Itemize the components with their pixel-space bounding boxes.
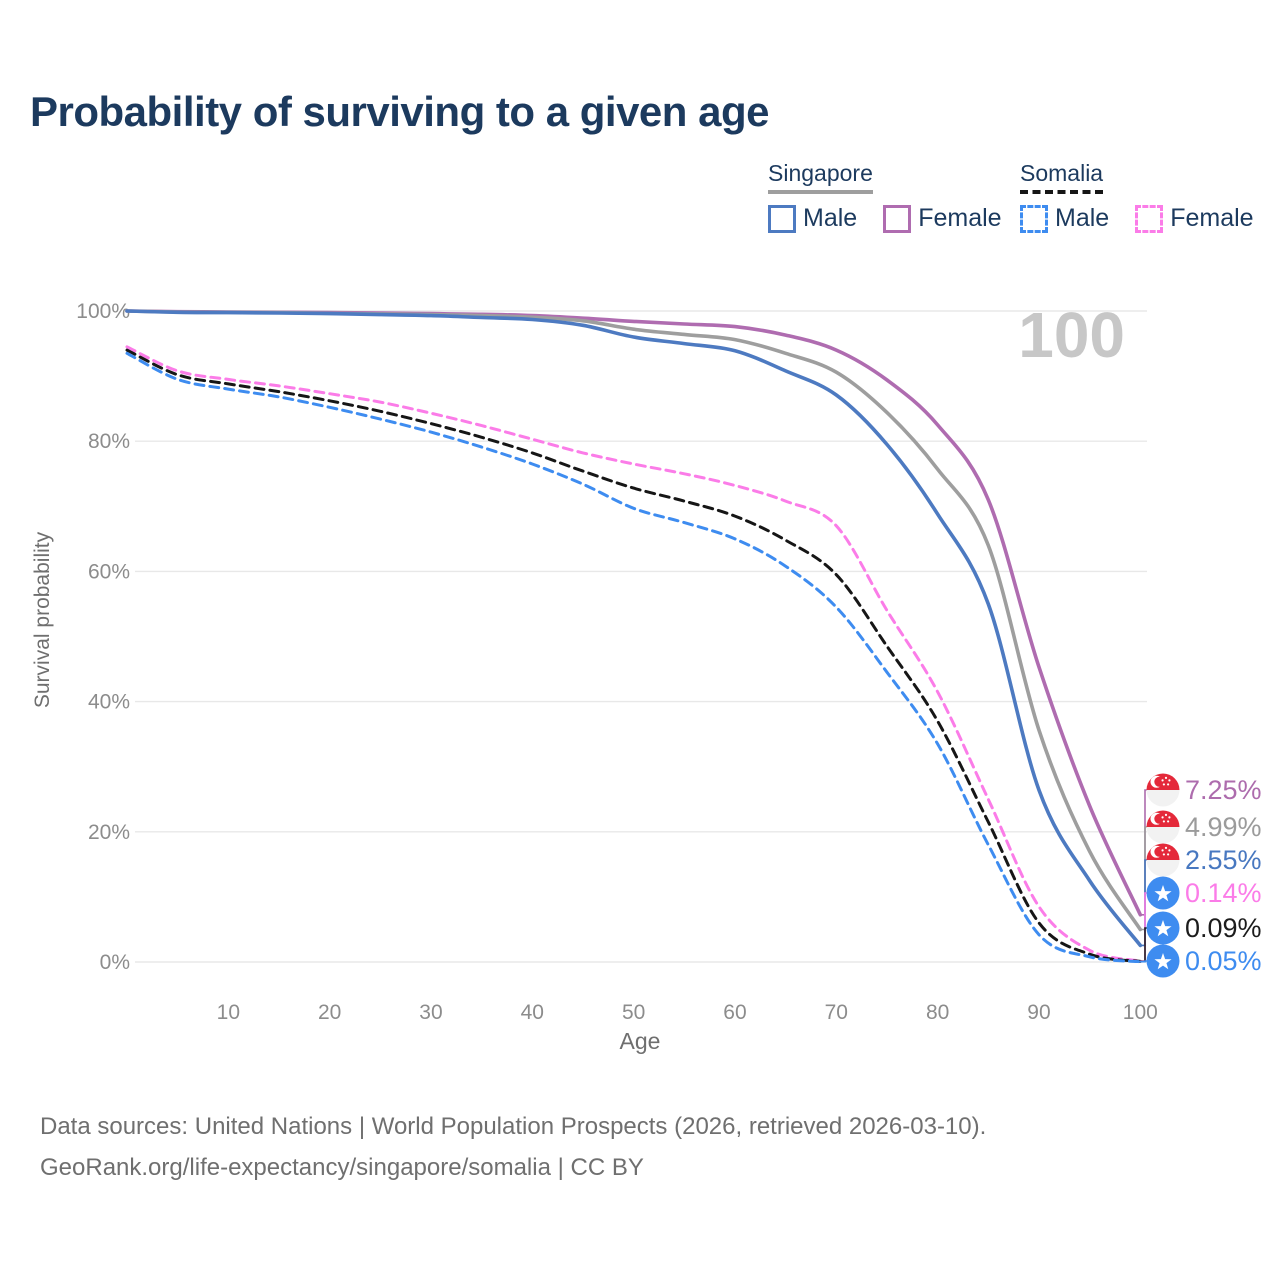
- flag-white-half: [1146, 790, 1180, 807]
- flag-star: [1154, 920, 1172, 937]
- y-axis-title: Survival probability: [31, 531, 54, 709]
- attribution-line: GeoRank.org/life-expectancy/singapore/so…: [40, 1154, 644, 1181]
- somalia-flag-icon: [1146, 876, 1180, 910]
- x-tick-label: 50: [622, 1001, 645, 1024]
- flag-star-dot: [1167, 783, 1170, 786]
- curve-somalia-female: [125, 345, 1142, 963]
- x-tick-label: 60: [723, 1001, 746, 1024]
- legend-group-somalia: Somalia Male Female: [1020, 160, 1254, 233]
- flag-star-dot: [1168, 816, 1171, 819]
- end-label-value: 2.55%: [1185, 845, 1262, 875]
- x-tick-label: 90: [1027, 1001, 1050, 1024]
- flag-star-dot: [1162, 853, 1165, 856]
- flag-crescent-cut: [1154, 813, 1165, 824]
- end-label-value: 7.25%: [1185, 775, 1262, 805]
- singapore-flag-parts: [1146, 810, 1180, 844]
- x-axis-ticks: 10 20 30 40 50 60 70 80 90 100: [217, 1001, 1158, 1024]
- flag-crescent-cut: [1154, 846, 1165, 857]
- flag-white-half: [1146, 860, 1180, 877]
- flag-star-dot: [1162, 783, 1165, 786]
- y-tick-label: 20%: [88, 821, 130, 844]
- legend-label: Male: [1055, 204, 1110, 232]
- curve-somalia-male: [125, 351, 1142, 964]
- flag-star-dot: [1164, 846, 1168, 850]
- x-tick-label: 40: [521, 1001, 544, 1024]
- flag-star-dot: [1161, 849, 1164, 852]
- singapore-flag-icon: [1146, 843, 1180, 877]
- legend-item-somalia-female[interactable]: Female: [1135, 204, 1254, 233]
- legend-item-somalia-male[interactable]: Male: [1020, 204, 1109, 233]
- curve-singapore-both: [125, 309, 1143, 932]
- singapore-flag-parts: [1146, 843, 1180, 877]
- y-tick-label: 0%: [100, 951, 130, 974]
- legend-country-somalia[interactable]: Somalia: [1020, 160, 1104, 194]
- flag-star: [1154, 953, 1172, 970]
- legend-label: Female: [918, 204, 1002, 232]
- legend-country-singapore[interactable]: Singapore: [768, 160, 873, 194]
- gridlines: 0% 20% 40% 60% 80% 100%: [76, 300, 1147, 974]
- end-label-value: 0.09%: [1185, 913, 1262, 943]
- flag-star-dot: [1164, 776, 1168, 780]
- x-tick-label: 80: [926, 1001, 949, 1024]
- singapore-male-swatch-icon: [768, 204, 796, 233]
- x-tick-label: 70: [825, 1001, 848, 1024]
- y-tick-label: 40%: [88, 691, 130, 714]
- legend-group-singapore: Singapore Male Female: [768, 160, 1002, 233]
- age-counter-watermark: 100: [1018, 299, 1125, 371]
- x-tick-label: 100: [1123, 1001, 1158, 1024]
- somalia-flag-icon: [1146, 911, 1180, 945]
- flag-white-half: [1146, 827, 1180, 844]
- curves: [125, 309, 1143, 964]
- y-tick-label: 80%: [88, 430, 130, 453]
- flag-star-dot: [1168, 779, 1171, 782]
- data-sources-line: Data sources: United Nations | World Pop…: [40, 1113, 987, 1140]
- legend-label: Female: [1170, 204, 1254, 232]
- singapore-flag-icon: [1146, 810, 1180, 844]
- footer: Data sources: United Nations | World Pop…: [40, 1106, 986, 1188]
- x-axis-title: Age: [619, 1028, 661, 1054]
- somalia-flag-icon: [1146, 944, 1180, 978]
- x-tick-label: 10: [217, 1001, 240, 1024]
- end-label-connector: [1140, 960, 1147, 963]
- flag-star-dot: [1168, 849, 1171, 852]
- x-tick-label: 30: [419, 1001, 442, 1024]
- end-label-value: 4.99%: [1185, 812, 1262, 842]
- flag-star-dot: [1161, 779, 1164, 782]
- page-title: Probability of surviving to a given age: [30, 88, 769, 135]
- singapore-flag-icon: [1146, 773, 1180, 807]
- end-label-connector: [1140, 892, 1147, 962]
- flag-star-dot: [1164, 813, 1168, 817]
- flag-crescent-cut: [1154, 776, 1165, 787]
- singapore-flag-parts: [1146, 773, 1180, 807]
- end-label-connector: [1140, 859, 1147, 947]
- y-tick-label: 100%: [76, 300, 130, 323]
- somalia-female-swatch-icon: [1135, 204, 1164, 233]
- end-label-value: 0.14%: [1185, 878, 1262, 908]
- curve-somalia-both: [125, 348, 1142, 963]
- flag-star-dot: [1161, 816, 1164, 819]
- flag-star-dot: [1167, 820, 1170, 823]
- end-label-value: 0.05%: [1185, 946, 1262, 976]
- x-tick-label: 20: [318, 1001, 341, 1024]
- flag-star-dot: [1162, 820, 1165, 823]
- flag-star-dot: [1167, 853, 1170, 856]
- flag-star: [1154, 885, 1172, 902]
- y-tick-label: 60%: [88, 560, 130, 583]
- somalia-male-swatch-icon: [1020, 204, 1048, 233]
- singapore-female-swatch-icon: [883, 204, 912, 233]
- legend-item-singapore-female[interactable]: Female: [883, 204, 1002, 233]
- legend-item-singapore-male[interactable]: Male: [768, 204, 857, 233]
- legend-label: Male: [803, 204, 858, 232]
- end-label-connector: [1140, 789, 1147, 916]
- end-labels: 7.25% 4.99%2.55%0.14% 0.09%0.05%: [1140, 773, 1262, 978]
- curve-singapore-male: [125, 309, 1143, 948]
